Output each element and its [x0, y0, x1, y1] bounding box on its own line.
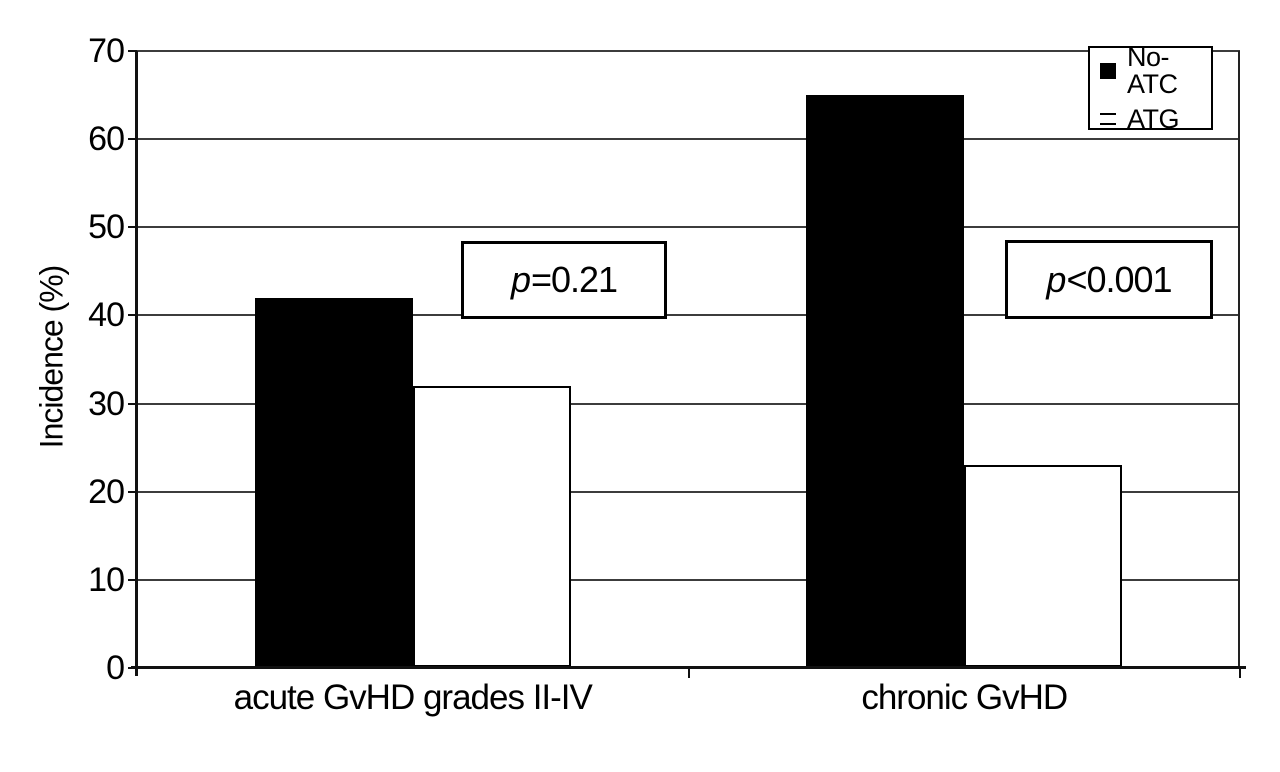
gridline-60: [137, 138, 1240, 141]
gridline-50: [137, 226, 1240, 229]
gridline-30: [137, 402, 1240, 405]
y-tick-label-30: 30: [88, 384, 125, 423]
x-tick-2: [1239, 669, 1241, 678]
y-axis: [135, 51, 138, 676]
y-axis-title: Incidence (%): [33, 265, 70, 449]
x-axis: [131, 666, 1246, 669]
y-tick-label-50: 50: [88, 208, 125, 247]
legend-swatch-black-icon: [1100, 62, 1116, 79]
y-tick-60: [128, 138, 137, 141]
x-tick-1: [687, 669, 690, 678]
y-tick-40: [128, 314, 137, 317]
y-tick-10: [128, 578, 137, 581]
y-tick-70: [128, 50, 137, 52]
legend-label-atg: ATG: [1127, 103, 1180, 134]
y-tick-label-40: 40: [88, 296, 125, 335]
legend-item-atg: ATG: [1100, 103, 1211, 134]
gridline-20: [137, 490, 1240, 493]
y-tick-label-10: 10: [88, 560, 125, 599]
bar-no-atc-chronic-gvhd: [806, 95, 964, 667]
gridline-40: [137, 314, 1240, 317]
y-tick-label-60: 60: [88, 120, 125, 159]
p-symbol: p: [1046, 258, 1066, 300]
x-category-label-chronic-gvhd: chronic GvHD: [861, 678, 1068, 717]
p-value-box-acute: p =0.21: [461, 241, 667, 319]
p-symbol: p: [510, 259, 531, 300]
p-value-text: <0.001: [1066, 258, 1172, 300]
legend-item-no-atc: No-ATC: [1100, 41, 1211, 99]
gridline-10: [137, 578, 1240, 581]
y-tick-20: [128, 490, 137, 493]
bar-no-atc-acute-gvhd-grades-ii-iv: [255, 298, 413, 667]
y-tick-50: [128, 226, 137, 229]
p-value-text: =0.21: [530, 259, 618, 300]
legend: No-ATC ATG: [1088, 41, 1213, 134]
plot-right-border: [1238, 51, 1240, 668]
y-tick-label-70: 70: [88, 32, 125, 70]
p-value-box-chronic: p <0.001: [1005, 240, 1213, 319]
legend-swatch-white-icon: [1100, 113, 1116, 125]
bar-atg-chronic-gvhd: [964, 465, 1122, 667]
bar-atg-acute-gvhd-grades-ii-iv: [413, 386, 571, 667]
y-tick-label-20: 20: [88, 472, 125, 511]
y-tick-30: [128, 402, 137, 405]
y-tick-label-0: 0: [106, 649, 125, 687]
legend-label-no-atc: No-ATC: [1127, 41, 1178, 99]
x-category-label-acute-gvhd-grades-ii-iv: acute GvHD grades II-IV: [233, 678, 593, 717]
gridline-70: [137, 50, 1240, 52]
